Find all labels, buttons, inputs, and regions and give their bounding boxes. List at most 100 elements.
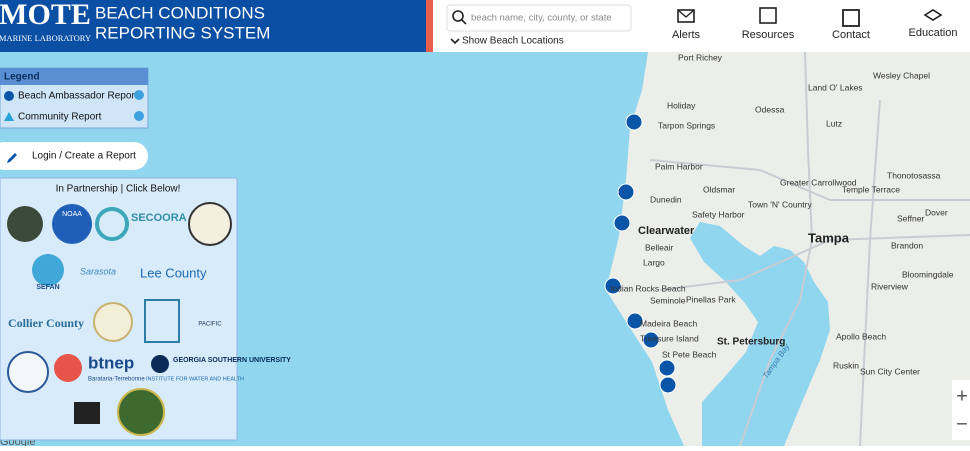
partner-text: SEFAN bbox=[36, 284, 59, 291]
map-label: Greater Carrollwood bbox=[780, 177, 857, 187]
map-label: Palm Harbor bbox=[655, 161, 703, 171]
nav-link[interactable]: Education bbox=[909, 27, 958, 39]
beach-marker[interactable] bbox=[625, 113, 643, 131]
partner-logo[interactable] bbox=[74, 402, 100, 424]
partner-logo[interactable] bbox=[144, 299, 180, 343]
nav: Alerts Resources Contact Education bbox=[672, 27, 958, 41]
partner-text[interactable]: Sarasota bbox=[80, 266, 116, 276]
partner-logo[interactable] bbox=[54, 354, 82, 382]
partner-logo[interactable] bbox=[95, 207, 129, 241]
partner-text[interactable]: Lee County bbox=[140, 265, 207, 280]
partner-logo[interactable] bbox=[188, 202, 232, 246]
partner-text: Barataria-Terrebonne bbox=[88, 377, 145, 383]
beach-marker[interactable] bbox=[659, 376, 677, 394]
search-box[interactable] bbox=[446, 4, 632, 32]
header-brand bbox=[0, 0, 426, 52]
partners-title: In Partnership | Click Below! bbox=[56, 184, 181, 195]
map-label: Odessa bbox=[755, 104, 785, 114]
site-title: BEACH CONDITIONS bbox=[95, 3, 265, 22]
map-label: Thonotosassa bbox=[887, 170, 941, 180]
map-label: Wesley Chapel bbox=[873, 70, 930, 80]
map-label: Indian Rocks Beach bbox=[610, 283, 686, 293]
map-label: Largo bbox=[643, 257, 665, 267]
partner-logo[interactable] bbox=[52, 204, 92, 244]
legend-marker bbox=[4, 91, 14, 101]
search-placeholder: beach name, city, county, or state bbox=[471, 13, 612, 24]
legend-item: Beach Ambassador Report bbox=[18, 91, 138, 102]
beach-marker[interactable] bbox=[658, 359, 676, 377]
map-label: Sun City Center bbox=[860, 366, 920, 376]
beach-marker[interactable] bbox=[626, 312, 644, 330]
map-label: Oldsmar bbox=[703, 184, 735, 194]
pencil-icon bbox=[7, 153, 17, 163]
map-label: Tampa bbox=[808, 230, 850, 245]
partner-text: PACIFIC bbox=[198, 322, 222, 328]
partner-text[interactable]: btnep bbox=[88, 353, 134, 372]
nav-link[interactable]: Resources bbox=[742, 29, 795, 41]
partner-text[interactable]: SECOORA bbox=[131, 212, 187, 224]
map-label: Apollo Beach bbox=[836, 331, 886, 341]
partner-logo[interactable] bbox=[117, 388, 165, 436]
legend-marker bbox=[4, 112, 14, 121]
map-label: Seminole bbox=[650, 295, 686, 305]
map-label: Town 'N' Country bbox=[748, 199, 812, 209]
search-icon bbox=[452, 10, 464, 22]
partner-logo[interactable] bbox=[7, 351, 49, 393]
partner-logo[interactable] bbox=[151, 355, 169, 373]
show-beaches[interactable]: Show Beach Locations bbox=[462, 36, 564, 47]
map-label: Lutz bbox=[826, 118, 842, 128]
zoom-out[interactable]: − bbox=[956, 413, 968, 435]
tampa-bay bbox=[690, 222, 830, 446]
map-label: St. Petersburg bbox=[717, 337, 785, 348]
help-icon[interactable] bbox=[134, 111, 144, 121]
map-label: Port Richey bbox=[678, 52, 723, 62]
nav-link[interactable]: Alerts bbox=[672, 29, 701, 41]
search-icon bbox=[461, 19, 467, 25]
partner-logo[interactable] bbox=[93, 302, 133, 342]
map-labels: Port Richey Holiday Tarpon Springs Odessa La… bbox=[610, 52, 954, 380]
beach-marker[interactable] bbox=[613, 214, 631, 232]
login-button[interactable] bbox=[0, 142, 148, 170]
map-label: Ruskin bbox=[833, 360, 859, 370]
partner-text[interactable]: GEORGIA SOUTHERN UNIVERSITY bbox=[173, 357, 291, 364]
partner-logo[interactable] bbox=[32, 254, 64, 286]
beach-markers[interactable] bbox=[604, 113, 677, 394]
education-icon bbox=[923, 9, 943, 21]
zoom-in[interactable]: + bbox=[956, 385, 968, 407]
beach-marker[interactable] bbox=[604, 277, 622, 295]
zoom-control bbox=[952, 380, 970, 440]
partner-text: NOAA bbox=[62, 211, 82, 218]
beach-marker[interactable] bbox=[642, 331, 660, 349]
login-label[interactable]: Login / Create a Report bbox=[32, 151, 136, 162]
map-label: St Pete Beach bbox=[662, 349, 717, 359]
alerts-icon bbox=[677, 9, 695, 18]
map-label: Riverview bbox=[871, 281, 909, 291]
map-label: Safety Harbor bbox=[692, 209, 745, 219]
partner-logo[interactable] bbox=[7, 206, 43, 242]
header-stripe bbox=[426, 0, 433, 52]
beach-marker[interactable] bbox=[617, 183, 635, 201]
map-label: Brandon bbox=[891, 240, 923, 250]
logo[interactable]: MOTE bbox=[0, 0, 91, 31]
map-label: Dover bbox=[925, 207, 948, 217]
map-land bbox=[606, 52, 970, 446]
map-label: Clearwater bbox=[638, 225, 695, 237]
map-label: Belleair bbox=[645, 242, 674, 252]
partner-text[interactable]: Collier County bbox=[8, 316, 84, 330]
map-label: Madeira Beach bbox=[640, 318, 697, 328]
legend-item: Community Report bbox=[18, 112, 102, 123]
map-label: Seffner bbox=[897, 213, 924, 223]
contact-icon bbox=[842, 9, 860, 27]
resources-icon bbox=[759, 7, 777, 24]
map-label: Temple Terrace bbox=[842, 184, 900, 194]
map-label: Land O' Lakes bbox=[808, 82, 863, 92]
alerts-icon bbox=[677, 9, 695, 23]
legend-header bbox=[0, 68, 148, 85]
map-label: Bloomingdale bbox=[902, 269, 954, 279]
help-icon[interactable] bbox=[134, 90, 144, 100]
nav-link[interactable]: Contact bbox=[832, 29, 870, 41]
map-label: Treasure Island bbox=[640, 333, 699, 343]
map-label: Pinellas Park bbox=[686, 294, 736, 304]
map-label: Dunedin bbox=[650, 194, 682, 204]
